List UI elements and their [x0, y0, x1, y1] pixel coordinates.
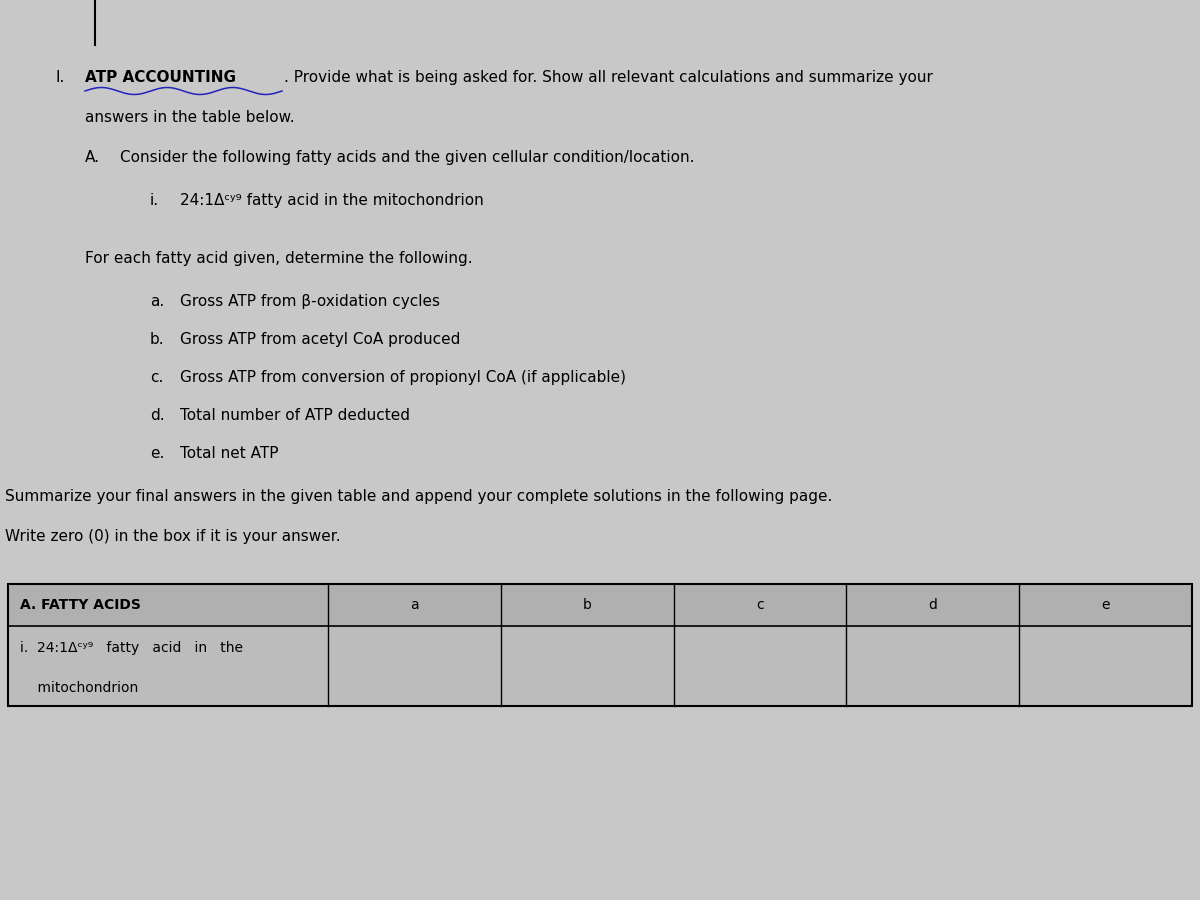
Text: ATP ACCOUNTING: ATP ACCOUNTING: [85, 70, 236, 85]
Text: Gross ATP from β-oxidation cycles: Gross ATP from β-oxidation cycles: [180, 294, 440, 309]
Text: Write zero (0) in the box if it is your answer.: Write zero (0) in the box if it is your …: [5, 529, 341, 544]
Text: e.: e.: [150, 446, 164, 461]
Text: A. FATTY ACIDS: A. FATTY ACIDS: [20, 598, 140, 612]
Bar: [8, 584, 1192, 626]
Bar: [8, 584, 1192, 706]
Text: d: d: [929, 598, 937, 612]
Text: answers in the table below.: answers in the table below.: [85, 110, 295, 125]
Text: e: e: [1102, 598, 1110, 612]
Text: A.: A.: [85, 150, 100, 165]
Text: c: c: [756, 598, 764, 612]
Text: Gross ATP from acetyl CoA produced: Gross ATP from acetyl CoA produced: [180, 332, 461, 347]
Text: Total net ATP: Total net ATP: [180, 446, 278, 461]
Text: i.  24:1Δᶜʸ⁹   fatty   acid   in   the: i. 24:1Δᶜʸ⁹ fatty acid in the: [20, 641, 242, 655]
Text: Consider the following fatty acids and the given cellular condition/location.: Consider the following fatty acids and t…: [120, 150, 695, 165]
Text: Summarize your final answers in the given table and append your complete solutio: Summarize your final answers in the give…: [5, 489, 833, 504]
Text: a.: a.: [150, 294, 164, 309]
Text: For each fatty acid given, determine the following.: For each fatty acid given, determine the…: [85, 251, 473, 266]
Text: b: b: [583, 598, 592, 612]
Text: I.: I.: [55, 70, 65, 85]
Text: a: a: [410, 598, 419, 612]
Bar: [8, 626, 1192, 706]
Text: b.: b.: [150, 332, 164, 347]
Text: . Provide what is being asked for. Show all relevant calculations and summarize : . Provide what is being asked for. Show …: [284, 70, 932, 85]
Text: Gross ATP from conversion of propionyl CoA (if applicable): Gross ATP from conversion of propionyl C…: [180, 370, 626, 385]
Text: i.: i.: [150, 193, 160, 208]
Text: 24:1Δᶜʸ⁹ fatty acid in the mitochondrion: 24:1Δᶜʸ⁹ fatty acid in the mitochondrion: [180, 193, 484, 208]
Text: d.: d.: [150, 408, 164, 423]
Text: mitochondrion: mitochondrion: [20, 681, 138, 695]
Text: Total number of ATP deducted: Total number of ATP deducted: [180, 408, 410, 423]
Text: c.: c.: [150, 370, 163, 385]
